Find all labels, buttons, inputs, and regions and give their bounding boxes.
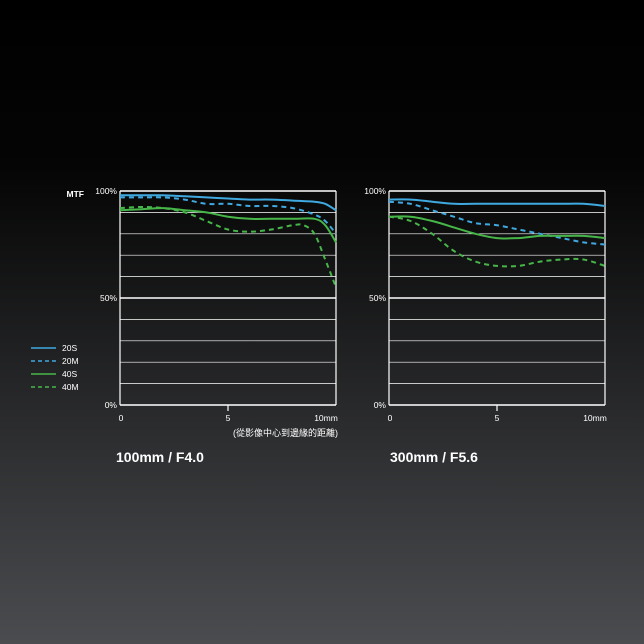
mtf-axis-label: MTF [67,189,84,199]
chart-100mm: 100% 50% 0%0 5 10mm [95,186,338,423]
chart-title-100mm: 100mm / F4.0 [116,449,204,465]
legend: 20S 20M 40S 40M [31,343,79,392]
series-line-40s [388,215,606,240]
series-line-20m [120,196,337,235]
series-line-20s [120,194,337,212]
x-tick-label: 0 [119,413,124,423]
legend-label: 20M [62,356,79,366]
series-line-40m [119,206,337,288]
y-tick-label: 100% [364,186,386,196]
y-tick-label: 100% [95,186,117,196]
series-line-20s [388,198,606,207]
chart-title-300mm: 300mm / F5.6 [390,449,478,465]
chart-300mm: 100% 50% 0%0 5 10mm [364,186,607,423]
series-line-40m [388,215,606,268]
y-tick-label: 0% [374,400,387,410]
distance-note: (從影像中心到邊緣的距離) [233,427,338,438]
y-tick-label: 0% [105,400,118,410]
x-tick-label: 5 [495,413,500,423]
series-line-20m [388,200,606,246]
x-tick-label: 5 [226,413,231,423]
y-tick-label: 50% [369,293,386,303]
series-line-40s [119,207,337,243]
x-tick-label: 10mm [583,413,607,423]
x-tick-label: 0 [388,413,393,423]
legend-label: 40S [62,369,77,379]
legend-label: 40M [62,382,79,392]
y-tick-label: 50% [100,293,117,303]
legend-label: 20S [62,343,77,353]
x-tick-label: 10mm [314,413,338,423]
